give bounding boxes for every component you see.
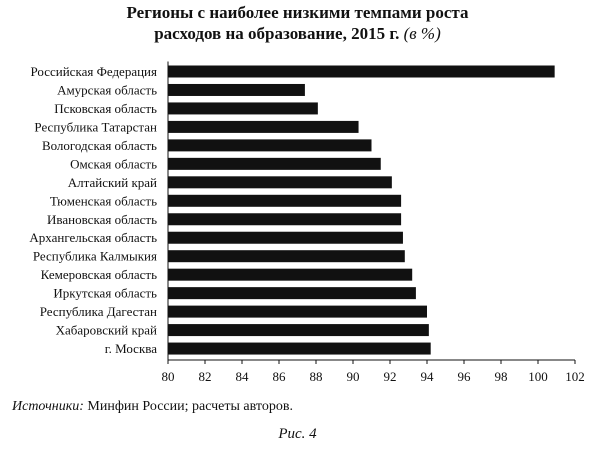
category-labels-group: Российская Федерация Амурская область Пско… — [29, 64, 157, 356]
source-note: Источники: Минфин России; расчеты авторо… — [12, 399, 293, 415]
chart-title-line-2: расходов на образование, 2015 г. (в %) — [0, 23, 595, 44]
x-tick-label: 94 — [421, 369, 435, 384]
category-label: Псковская область — [54, 101, 157, 116]
category-label: Республика Калмыкия — [33, 249, 157, 264]
chart-title-unit: (в %) — [403, 24, 441, 43]
bar — [168, 287, 416, 300]
bar — [168, 102, 318, 115]
category-label: Вологодская область — [42, 138, 157, 153]
bar — [168, 176, 392, 189]
x-tick-label: 84 — [236, 369, 250, 384]
category-label: Хабаровский край — [56, 323, 157, 338]
bar — [168, 250, 405, 263]
bars-group — [168, 65, 555, 355]
bar — [168, 305, 427, 318]
x-axis: 80 82 84 86 88 90 92 94 96 98 100 102 — [162, 61, 585, 384]
bar — [168, 83, 305, 96]
x-tick-label: 98 — [495, 369, 508, 384]
category-label: Тюменская область — [50, 193, 157, 208]
bar — [168, 157, 381, 170]
bar — [168, 231, 403, 244]
chart-title-line-1: Регионы с наиболее низкими темпами роста — [126, 3, 469, 22]
bar — [168, 194, 402, 207]
category-label: Ивановская область — [47, 212, 157, 227]
bar — [168, 65, 555, 78]
category-label: Республика Дагестан — [40, 304, 157, 319]
category-label: г. Москва — [105, 341, 157, 356]
source-label: Источники: — [12, 399, 84, 414]
bar — [168, 120, 359, 133]
bar — [168, 139, 372, 152]
bar — [168, 342, 431, 355]
bar — [168, 324, 429, 337]
x-tick-label: 102 — [565, 369, 585, 384]
x-tick-label: 100 — [528, 369, 548, 384]
source-text: Минфин России; расчеты авторов. — [87, 399, 293, 414]
category-label: Архангельская область — [29, 230, 157, 245]
x-tick-label: 90 — [347, 369, 360, 384]
x-tick-label: 80 — [162, 369, 175, 384]
chart-title-line-2-text: расходов на образование, 2015 г. — [154, 24, 400, 43]
category-label: Российская Федерация — [31, 64, 158, 79]
x-tick-label: 88 — [310, 369, 323, 384]
x-tick-label: 92 — [384, 369, 397, 384]
category-label: Иркутская область — [53, 286, 157, 301]
chart-title: Регионы с наиболее низкими темпами роста… — [0, 2, 595, 44]
category-label: Кемеровская область — [41, 267, 157, 282]
figure-caption: Рис. 4 — [278, 426, 317, 442]
category-label: Амурская область — [57, 82, 157, 97]
x-tick-label: 86 — [273, 369, 287, 384]
category-label: Омская область — [70, 156, 157, 171]
x-tick-label: 96 — [458, 369, 472, 384]
bar — [168, 213, 402, 226]
category-label: Алтайский край — [68, 175, 157, 190]
category-label: Республика Татарстан — [34, 119, 157, 134]
bar — [168, 268, 413, 281]
x-tick-label: 82 — [199, 369, 212, 384]
